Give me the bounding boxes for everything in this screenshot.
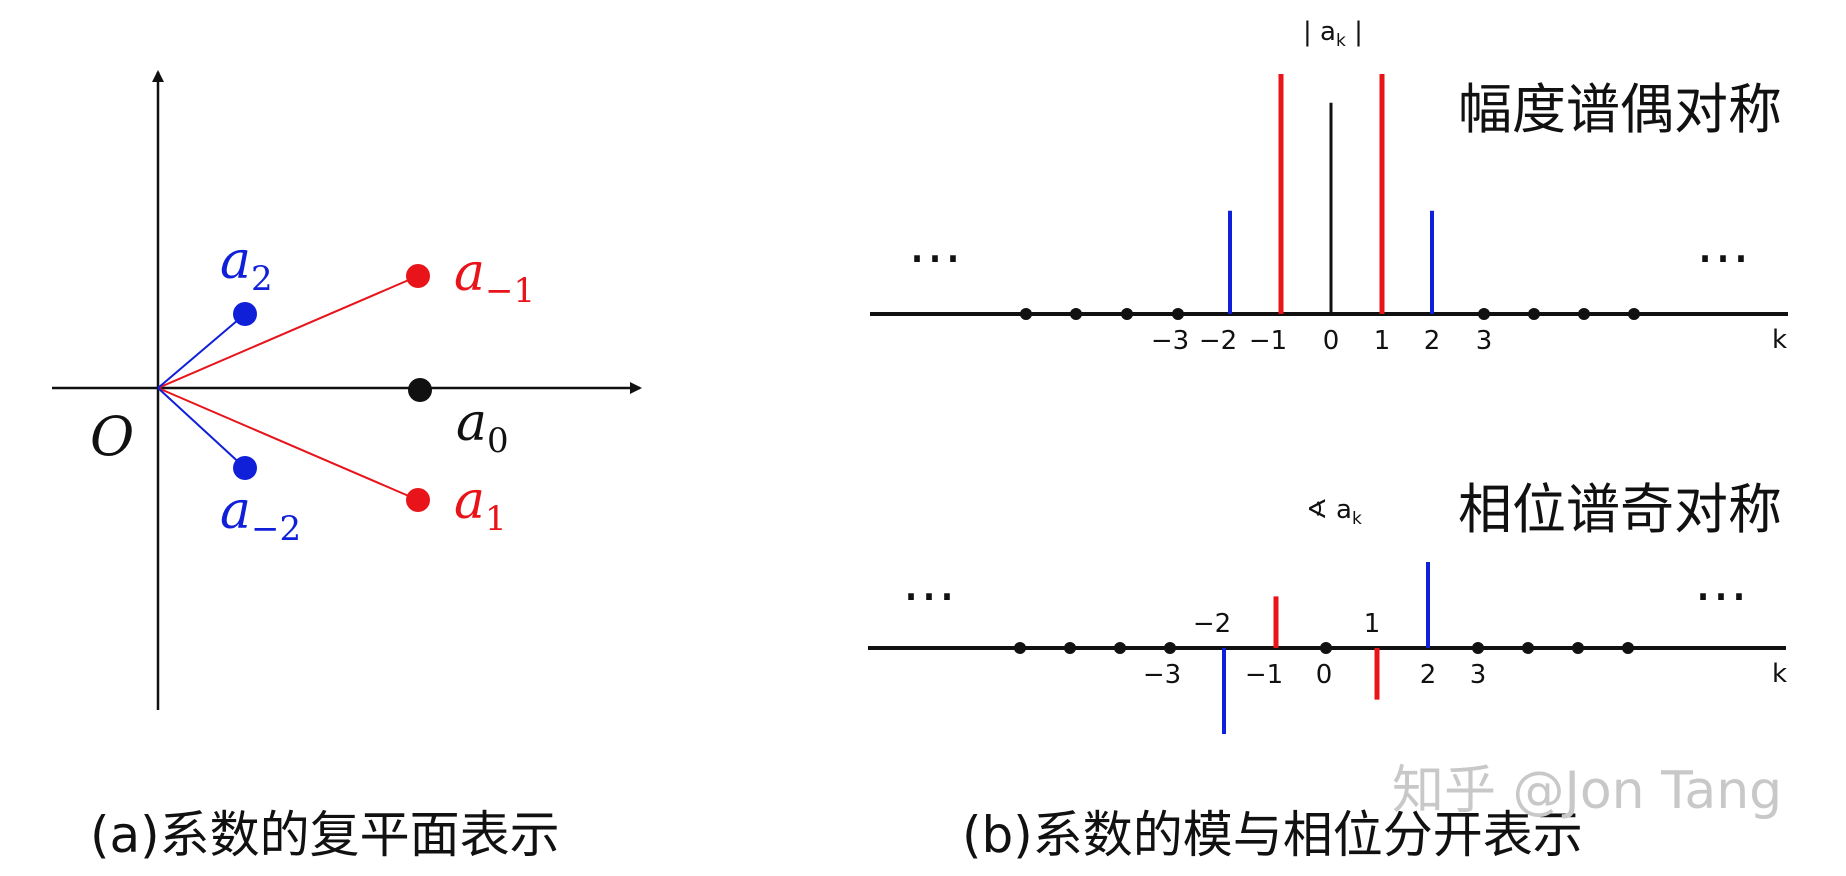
tick-label: −2 bbox=[1193, 609, 1231, 639]
point-a1 bbox=[406, 488, 430, 512]
tick-label: 3 bbox=[1470, 660, 1487, 690]
magnitude-x-label: k bbox=[1772, 325, 1787, 355]
zero-point bbox=[1064, 642, 1076, 654]
tick-label: 1 bbox=[1374, 326, 1391, 356]
tick-label: −3 bbox=[1143, 660, 1181, 690]
phase-axis-title: ∢ ak bbox=[1306, 495, 1362, 529]
zero-point bbox=[1528, 308, 1540, 320]
point-a-neg2 bbox=[233, 456, 257, 480]
magnitude-stems bbox=[1228, 74, 1434, 314]
phase-heading: 相位谱奇对称 bbox=[1458, 478, 1782, 541]
tick-label: −2 bbox=[1199, 326, 1237, 356]
magnitude-ellipsis-left: … bbox=[908, 212, 962, 275]
tick-label: 0 bbox=[1316, 660, 1333, 690]
zero-point bbox=[1572, 642, 1584, 654]
tick-label: −3 bbox=[1151, 326, 1189, 356]
zero-point bbox=[1114, 642, 1126, 654]
tick-label: 2 bbox=[1420, 660, 1437, 690]
point-a0 bbox=[408, 378, 432, 402]
zero-point bbox=[1320, 642, 1332, 654]
magnitude-heading: 幅度谱偶对称 bbox=[1458, 78, 1782, 141]
zero-point bbox=[1622, 642, 1634, 654]
label-a-neg1: a−1 bbox=[454, 243, 535, 311]
caption-a: (a)系数的复平面表示 bbox=[90, 806, 560, 864]
label-a0: a0 bbox=[456, 393, 509, 461]
zero-point bbox=[1014, 642, 1026, 654]
point-a2 bbox=[233, 302, 257, 326]
zero-point bbox=[1578, 308, 1590, 320]
zero-point bbox=[1070, 308, 1082, 320]
phase-ellipsis-right: … bbox=[1694, 550, 1748, 613]
magnitude-axis-title: | ak | bbox=[1303, 17, 1363, 51]
magnitude-spectrum: | ak | 幅度谱偶对称 … … k −3 −2 −1 0 1 2 3 bbox=[870, 17, 1788, 356]
phase-tick-labels: −3 −1 0 2 3 −2 1 bbox=[1143, 609, 1486, 690]
tick-label: −1 bbox=[1245, 660, 1283, 690]
magnitude-tick-labels: −3 −2 −1 0 1 2 3 bbox=[1151, 326, 1492, 356]
magnitude-ellipsis-right: … bbox=[1696, 212, 1750, 275]
phase-x-label: k bbox=[1772, 659, 1787, 689]
zero-point bbox=[1472, 642, 1484, 654]
vector-a-neg2 bbox=[157, 387, 246, 469]
origin-label: O bbox=[90, 405, 134, 468]
caption-b: (b)系数的模与相位分开表示 bbox=[962, 806, 1583, 864]
label-a1: a1 bbox=[454, 471, 507, 539]
point-a-neg1 bbox=[406, 264, 430, 288]
watermark: 知乎 @Jon Tang bbox=[1392, 761, 1782, 821]
vector-a-2 bbox=[157, 313, 246, 389]
zero-point bbox=[1628, 308, 1640, 320]
label-a-neg2: a−2 bbox=[220, 481, 301, 549]
phase-stems bbox=[1222, 562, 1430, 734]
magnitude-dots bbox=[1020, 308, 1640, 320]
vector-a-1 bbox=[157, 387, 419, 501]
tick-label: −1 bbox=[1249, 326, 1287, 356]
complex-plane-panel: O a0 a1 a−1 a2 a−2 (a)系数的复平面表示 bbox=[52, 70, 642, 864]
tick-label: 0 bbox=[1323, 326, 1340, 356]
zero-point bbox=[1172, 308, 1184, 320]
zero-point bbox=[1020, 308, 1032, 320]
phase-spectrum: ∢ ak 相位谱奇对称 … … k −3 −1 0 2 3 −2 1 bbox=[868, 478, 1787, 734]
tick-label: 2 bbox=[1424, 326, 1441, 356]
vector-a-neg1 bbox=[157, 275, 419, 389]
label-a2: a2 bbox=[220, 231, 273, 299]
phase-ellipsis-left: … bbox=[902, 550, 956, 613]
zero-point bbox=[1522, 642, 1534, 654]
zero-point bbox=[1121, 308, 1133, 320]
zero-point bbox=[1164, 642, 1176, 654]
tick-label: 3 bbox=[1476, 326, 1493, 356]
phase-dots bbox=[1014, 642, 1634, 654]
tick-label: 1 bbox=[1364, 609, 1381, 639]
zero-point bbox=[1478, 308, 1490, 320]
